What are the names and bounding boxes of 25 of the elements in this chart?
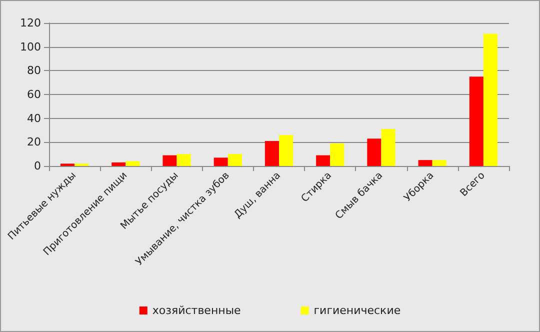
y-tick-label: 80 — [27, 64, 41, 78]
bar — [330, 143, 344, 166]
y-tick-label: 60 — [27, 88, 41, 101]
bar — [279, 135, 294, 166]
bar — [228, 154, 242, 166]
y-tick-label: 120 — [20, 16, 41, 30]
bar — [162, 155, 177, 166]
bar — [176, 154, 191, 166]
legend-label: гигиенические — [314, 304, 401, 317]
legend-label: хозяйственные — [152, 304, 242, 317]
bar — [469, 76, 484, 166]
y-tick-label: 100 — [20, 40, 41, 54]
bar — [264, 140, 279, 166]
bar — [126, 161, 140, 166]
bar — [214, 158, 228, 166]
bar — [316, 155, 330, 166]
bar — [112, 162, 126, 166]
bar — [418, 160, 432, 166]
y-tick-label: 20 — [27, 136, 41, 149]
y-tick-label: 0 — [34, 160, 41, 172]
bar — [432, 160, 446, 166]
y-tick-label: 40 — [27, 112, 41, 125]
bar — [367, 138, 382, 166]
bar — [381, 129, 396, 166]
bar — [483, 34, 498, 166]
